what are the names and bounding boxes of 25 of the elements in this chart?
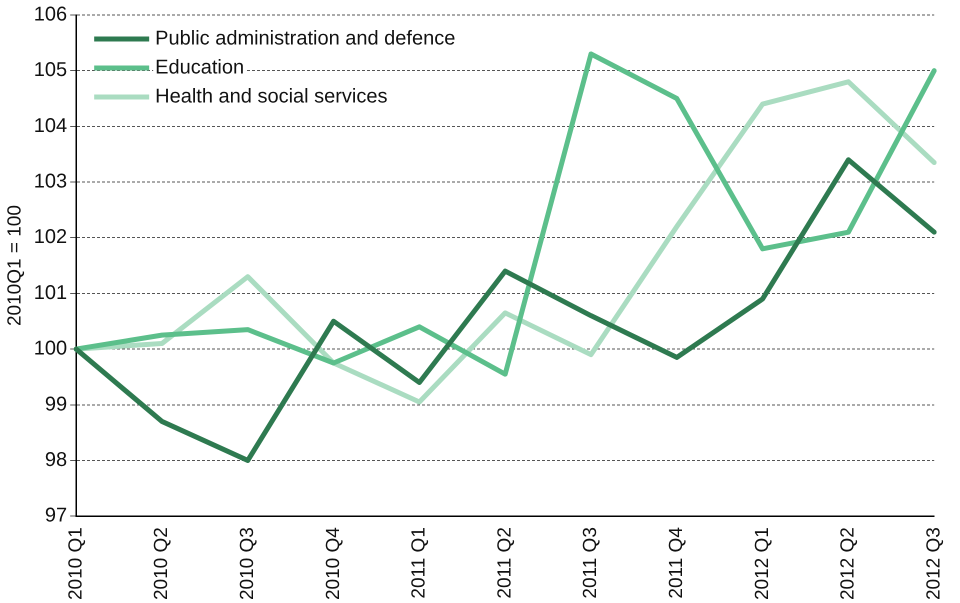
y-tick-label: 104 — [34, 114, 68, 137]
x-tick-label: 2011 Q2 — [494, 527, 516, 599]
y-tick-label: 102 — [34, 226, 68, 248]
y-tick-label: 103 — [34, 170, 68, 193]
x-tick-label: 2012 Q1 — [752, 527, 773, 600]
x-tick-label: 2012 Q3 — [923, 527, 944, 600]
x-tick-label: 2010 Q2 — [151, 527, 172, 600]
x-tick-label: 2011 Q4 — [666, 526, 688, 599]
x-tick-label: 2010 Q3 — [237, 527, 258, 600]
y-tick-label: 100 — [34, 338, 68, 360]
legend-label: Public administration and defence — [155, 28, 456, 50]
x-tick-label: 2010 Q4 — [322, 526, 344, 600]
y-tick-label: 105 — [34, 59, 68, 82]
y-axis-title: 2010Q1 = 100 — [4, 205, 26, 326]
y-tick-label: 97 — [44, 504, 68, 527]
legend-label: Health and social services — [155, 86, 388, 108]
y-tick-label: 98 — [44, 448, 68, 471]
x-tick-label: 2012 Q2 — [838, 527, 859, 600]
x-tick-label: 2011 Q3 — [580, 527, 602, 599]
y-tick-label: 101 — [34, 282, 68, 304]
y-tick-label: 106 — [34, 4, 68, 26]
y-tick-label: 99 — [44, 393, 68, 416]
legend-label: Education — [155, 56, 244, 79]
x-tick-label: 2011 Q1 — [408, 527, 430, 599]
x-tick-label: 2010 Q1 — [65, 527, 86, 600]
